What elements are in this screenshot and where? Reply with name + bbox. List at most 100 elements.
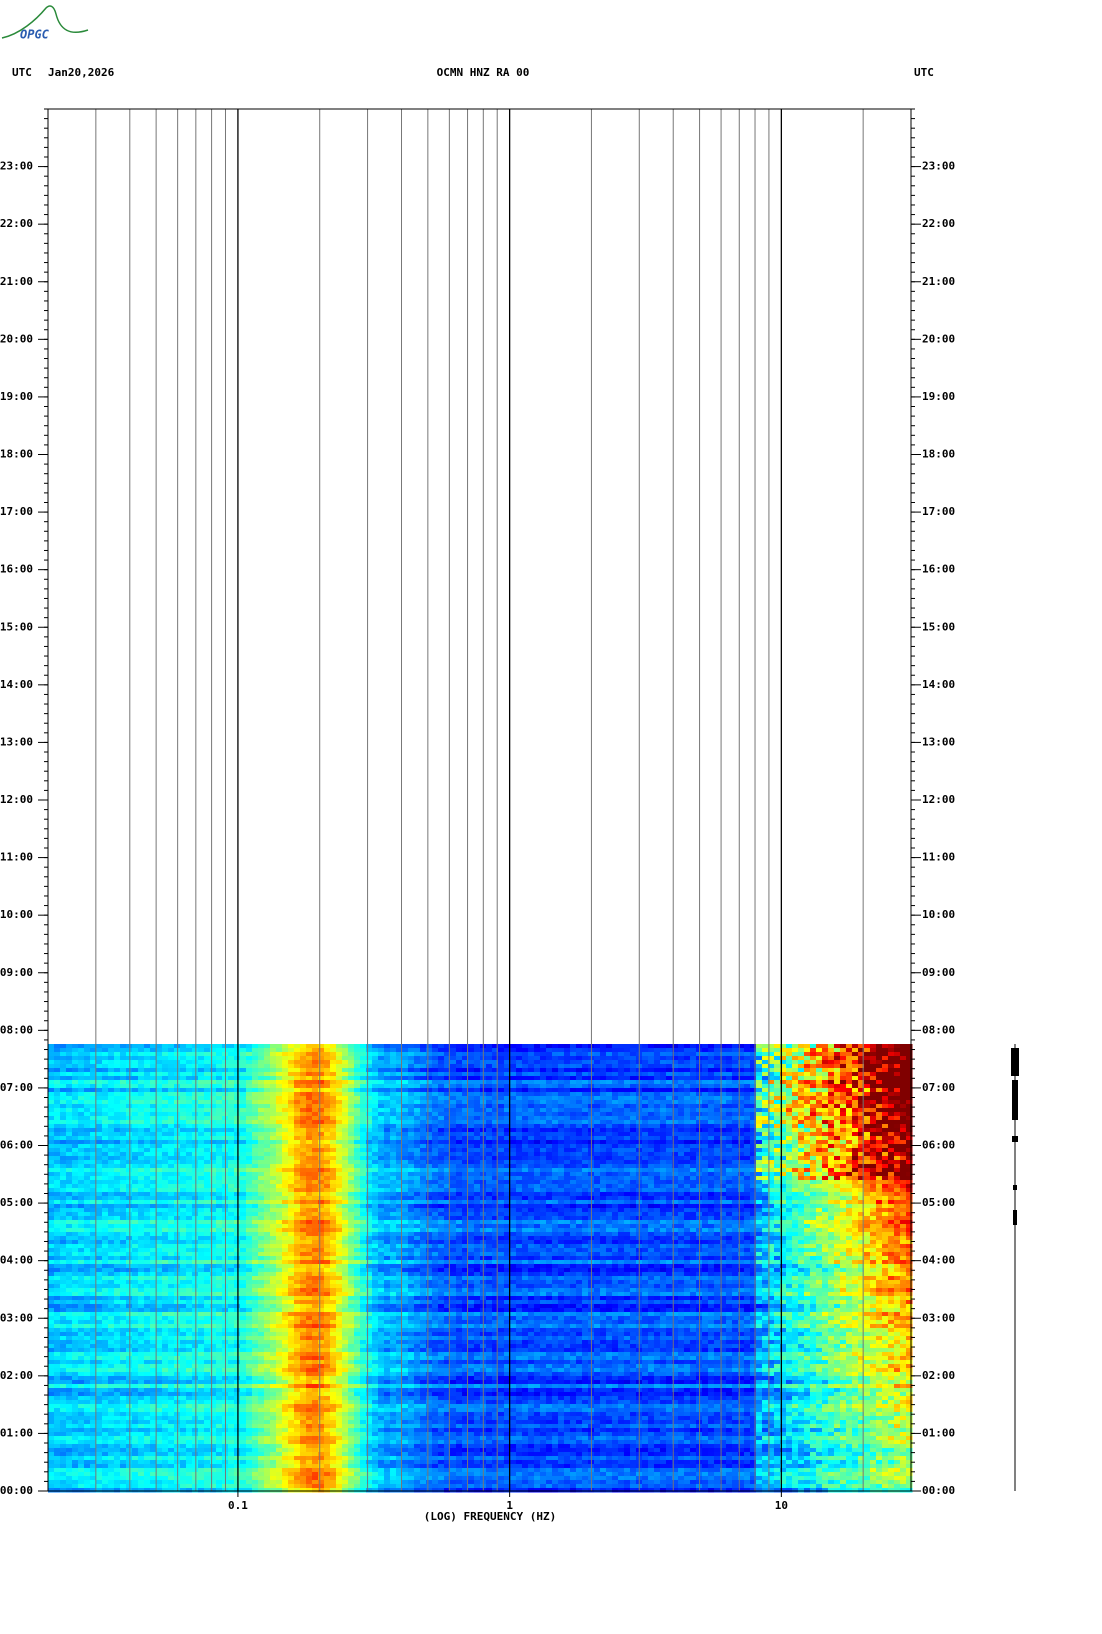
spectrogram-cell	[276, 1060, 283, 1065]
spectrogram-cell	[612, 1100, 619, 1105]
spectrogram-cell	[456, 1136, 463, 1141]
spectrogram-cell	[240, 1180, 247, 1185]
spectrogram-cell	[882, 1096, 889, 1101]
spectrogram-cell	[384, 1076, 391, 1081]
spectrogram-cell	[438, 1132, 445, 1137]
spectrogram-cell	[810, 1064, 817, 1069]
spectrogram-cell	[624, 1104, 631, 1109]
spectrogram-cell	[678, 1140, 685, 1145]
spectrogram-cell	[894, 1064, 901, 1069]
spectrogram-cell	[798, 1136, 805, 1141]
spectrogram-cell	[258, 1076, 265, 1081]
spectrogram-cell	[666, 1124, 673, 1129]
spectrogram-cell	[660, 1064, 667, 1069]
spectrogram-cell	[600, 1132, 607, 1137]
spectrogram-cell	[612, 1080, 619, 1085]
spectrogram-cell	[258, 1176, 265, 1181]
spectrogram-cell	[306, 1164, 313, 1169]
spectrogram-cell	[792, 1172, 799, 1177]
spectrogram-cell	[600, 1112, 607, 1117]
spectrogram-cell	[600, 1180, 607, 1185]
spectrogram-cell	[876, 1096, 883, 1101]
spectrogram-cell	[126, 1072, 133, 1077]
spectrogram-cell	[330, 1136, 337, 1141]
spectrogram-cell	[276, 1052, 283, 1057]
spectrogram-cell	[576, 1152, 583, 1157]
spectrogram-cell	[786, 1084, 793, 1089]
spectrogram-cell	[180, 1104, 187, 1109]
spectrogram-cell	[156, 1172, 163, 1177]
spectrogram-cell	[660, 1140, 667, 1145]
spectrogram-cell	[798, 1168, 805, 1173]
spectrogram-cell	[624, 1112, 631, 1117]
spectrogram-cell	[360, 1160, 367, 1165]
spectrogram-cell	[594, 1140, 601, 1145]
spectrogram-cell	[300, 1164, 307, 1169]
spectrogram-cell	[162, 1072, 169, 1077]
spectrogram-cell	[282, 1088, 289, 1093]
spectrogram-cell	[228, 1064, 235, 1069]
spectrogram-cell	[84, 1084, 91, 1089]
spectrogram-cell	[252, 1168, 259, 1173]
spectrogram-cell	[60, 1116, 67, 1121]
spectrogram-cell	[834, 1176, 841, 1181]
spectrogram-cell	[840, 1060, 847, 1065]
spectrogram-cell	[168, 1180, 175, 1185]
spectrogram-cell	[162, 1076, 169, 1081]
spectrogram-cell	[252, 1092, 259, 1097]
spectrogram-cell	[294, 1092, 301, 1097]
spectrogram-cell	[372, 1120, 379, 1125]
spectrogram-cell	[228, 1172, 235, 1177]
spectrogram-cell	[198, 1136, 205, 1141]
spectrogram-cell	[378, 1064, 385, 1069]
spectrogram-cell	[228, 1108, 235, 1113]
spectrogram-cell	[420, 1064, 427, 1069]
spectrogram-cell	[684, 1140, 691, 1145]
spectrogram-cell	[312, 1156, 319, 1161]
spectrogram-cell	[60, 1072, 67, 1077]
spectrogram-cell	[732, 1076, 739, 1081]
spectrogram-cell	[420, 1060, 427, 1065]
spectrogram-cell	[60, 1168, 67, 1173]
spectrogram-cell	[138, 1144, 145, 1149]
spectrogram-cell	[54, 1092, 61, 1097]
spectrogram-cell	[894, 1144, 901, 1149]
spectrogram-cell	[750, 1080, 757, 1085]
spectrogram-cell	[672, 1084, 679, 1089]
spectrogram-cell	[786, 1164, 793, 1169]
spectrogram-cell	[804, 1052, 811, 1057]
spectrogram-cell	[654, 1108, 661, 1113]
spectrogram-cell	[540, 1140, 547, 1145]
spectrogram-cell	[354, 1116, 361, 1121]
spectrogram-cell	[576, 1088, 583, 1093]
spectrogram-cell	[120, 1096, 127, 1101]
spectrogram-cell	[522, 1120, 529, 1125]
spectrogram-cell	[84, 1168, 91, 1173]
spectrogram-cell	[90, 1180, 97, 1185]
spectrogram-cell	[744, 1088, 751, 1093]
spectrogram-cell	[552, 1092, 559, 1097]
spectrogram-cell	[762, 1072, 769, 1077]
spectrogram-cell	[384, 1156, 391, 1161]
spectrogram-cell	[510, 1048, 517, 1053]
spectrogram-cell	[834, 1128, 841, 1133]
spectrogram-cell	[396, 1068, 403, 1073]
spectrogram-cell	[564, 1076, 571, 1081]
spectrogram-cell	[756, 1164, 763, 1169]
spectrogram-cell	[648, 1128, 655, 1133]
spectrogram-cell	[312, 1176, 319, 1181]
spectrogram-cell	[276, 1096, 283, 1101]
spectrogram-cell	[804, 1140, 811, 1145]
spectrogram-cell	[216, 1076, 223, 1081]
spectrogram-cell	[564, 1148, 571, 1153]
spectrogram-cell	[516, 1176, 523, 1181]
spectrogram-cell	[504, 1120, 511, 1125]
spectrogram-cell	[354, 1144, 361, 1149]
spectrogram-cell	[726, 1072, 733, 1077]
spectrogram-cell	[642, 1156, 649, 1161]
spectrogram-cell	[282, 1068, 289, 1073]
spectrogram-cell	[252, 1116, 259, 1121]
spectrogram-cell	[594, 1148, 601, 1153]
spectrogram-cell	[768, 1172, 775, 1177]
spectrogram-cell	[372, 1136, 379, 1141]
